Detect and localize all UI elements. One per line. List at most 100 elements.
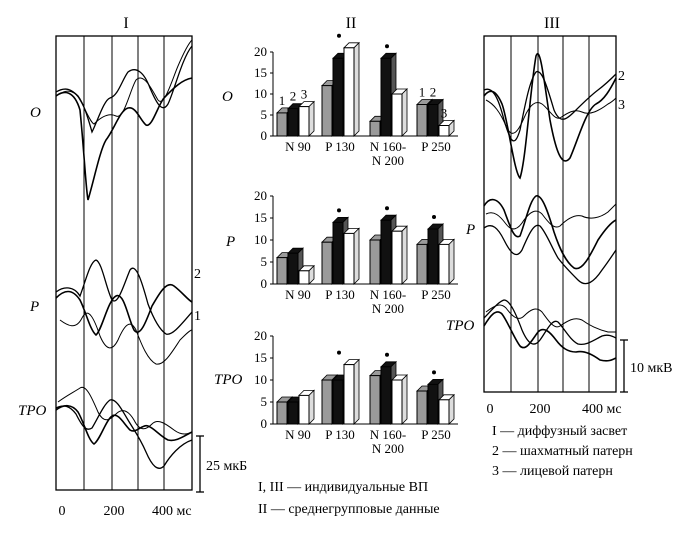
y-tick-label: 15: [254, 210, 267, 225]
significance-marker: [432, 215, 436, 219]
bar: [391, 93, 403, 137]
bar-side: [401, 225, 408, 285]
significance-marker: [337, 208, 341, 213]
bar: [416, 390, 428, 425]
category-label: P 250: [421, 139, 451, 154]
y-tick-label: 10: [254, 372, 267, 387]
category-label: N 200: [372, 153, 404, 168]
y-tick-label: 0: [261, 128, 268, 143]
y-tick-label: 20: [254, 44, 267, 59]
category-label: N 160-: [370, 287, 406, 302]
bar: [380, 219, 392, 285]
category-label: N 160-: [370, 139, 406, 154]
curve-label: 1: [194, 309, 201, 324]
significance-marker: [385, 44, 389, 49]
bar: [438, 399, 450, 425]
bar: [298, 106, 310, 137]
waveform-o-2: [55, 45, 193, 134]
category-label: N 200: [372, 301, 404, 316]
y-tick-label: 5: [261, 107, 268, 122]
waveform-tpo-3: [57, 386, 193, 435]
series-label: 1: [279, 93, 286, 108]
curve-label: 3: [618, 98, 625, 113]
bar-side: [308, 389, 315, 425]
x-tick-label: 0: [59, 504, 66, 519]
bar-side: [353, 358, 360, 425]
category-label: N 90: [285, 139, 311, 154]
bar-side: [448, 393, 455, 425]
waveform-o-3: [59, 39, 193, 125]
bar: [380, 57, 392, 137]
x-tick-label: 400 мс: [582, 402, 622, 417]
waveform-p-1: [55, 283, 193, 337]
note-individual: I, III — индивидуальные ВП: [258, 480, 429, 495]
bar: [276, 112, 288, 137]
category-label: P 250: [421, 287, 451, 302]
panel-right-frame: [483, 35, 617, 393]
category-label: P 130: [325, 139, 355, 154]
panel-right-title: III: [544, 15, 560, 32]
y-tick-label: 5: [261, 254, 268, 269]
bar: [438, 243, 450, 285]
y-tick-label: 15: [254, 65, 267, 80]
y-tick-label: 20: [254, 188, 267, 203]
category-label: P 130: [325, 427, 355, 442]
bar: [369, 375, 381, 425]
waveform-p-2: [55, 259, 193, 335]
significance-marker: [432, 370, 436, 375]
waveform-r-p-3: [485, 203, 617, 230]
bar: [332, 57, 344, 137]
curve-label: 2: [618, 69, 625, 84]
legend-item-2: 2 — шахматный патерн: [492, 444, 633, 459]
bar: [321, 379, 333, 425]
bar-row-label-o: O: [222, 89, 233, 105]
bar: [343, 47, 355, 137]
x-tick-label: 200: [104, 504, 125, 519]
bar: [438, 125, 450, 137]
category-label: N 90: [285, 427, 311, 442]
significance-marker: [337, 33, 341, 38]
bar: [343, 364, 355, 425]
bar: [427, 228, 439, 285]
bar: [416, 104, 428, 137]
y-tick-label: 15: [254, 350, 267, 365]
bar: [391, 230, 403, 285]
row-label-tpo-right: TPO: [446, 318, 475, 334]
significance-marker: [385, 352, 389, 357]
bar: [332, 221, 344, 285]
waveform-r-o-3: [485, 97, 617, 134]
y-tick-label: 20: [254, 328, 267, 343]
legend-item-1: I — диффузный засвет: [492, 424, 628, 439]
x-tick-label: 200: [530, 402, 551, 417]
panel-left-frame: [55, 35, 193, 491]
series-label: 3: [301, 87, 308, 102]
curve-label: 2: [194, 267, 201, 282]
significance-marker: [385, 206, 389, 211]
bar-row-label-p: P: [225, 234, 235, 250]
waveform-r-tpo-3: [485, 304, 616, 333]
bar: [321, 85, 333, 137]
category-label: N 160-: [370, 427, 406, 442]
waveform-r-p-1: [483, 195, 617, 270]
category-label: P 250: [421, 427, 451, 442]
series-label: 1: [419, 85, 426, 100]
y-tick-label: 0: [261, 276, 268, 291]
category-label: N 200: [372, 441, 404, 456]
bar-side: [401, 88, 408, 137]
bar-side: [448, 238, 455, 285]
x-tick-label: 0: [487, 402, 494, 417]
panel-middle-title: II: [346, 15, 357, 32]
panel-right: III P TPO 2 3 10 мкВ 0 200 400 мс: [446, 15, 673, 417]
series-label: 2: [430, 85, 437, 100]
bar: [298, 394, 310, 425]
bar: [276, 257, 288, 285]
bar: [287, 108, 299, 137]
x-tick-label: 400 мс: [152, 504, 192, 519]
waveform-r-o-1: [483, 52, 617, 180]
waveform-r-o-2: [483, 71, 617, 142]
legend-item-3: 3 — лицевой патерн: [492, 464, 613, 479]
y-tick-label: 10: [254, 232, 267, 247]
category-label: N 90: [285, 287, 311, 302]
